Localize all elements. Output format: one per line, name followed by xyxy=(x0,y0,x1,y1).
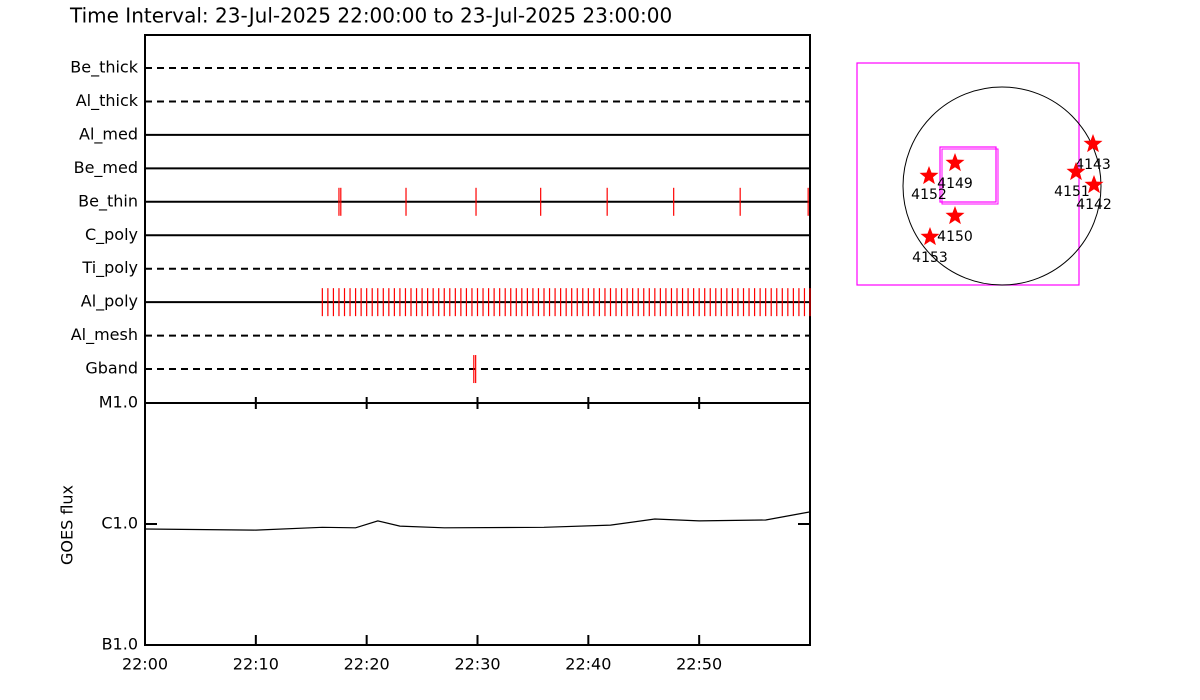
x-tick-label: 22:40 xyxy=(565,655,611,674)
y-tick-label: B1.0 xyxy=(102,635,138,654)
title: Time Interval: 23-Jul-2025 22:00:00 to 2… xyxy=(69,4,672,28)
x-tick-label: 22:10 xyxy=(233,655,279,674)
x-tick-label: 22:00 xyxy=(122,655,168,674)
filter-label: Al_med xyxy=(79,124,138,144)
y-axis-label: GOES flux xyxy=(58,485,77,565)
x-tick-label: 22:20 xyxy=(344,655,390,674)
filter-label: Be_thin xyxy=(78,191,138,211)
region-label: 4142 xyxy=(1076,197,1112,213)
solar-limb xyxy=(902,86,1102,286)
region-label: 4153 xyxy=(912,250,948,266)
goes-flux-line xyxy=(144,511,811,531)
filter-label: Be_med xyxy=(74,158,138,178)
region-star xyxy=(1083,134,1103,153)
pointing-box xyxy=(939,146,997,203)
y-tick-label: C1.0 xyxy=(101,514,138,533)
region-star xyxy=(945,206,965,225)
region-star xyxy=(920,227,940,246)
y-tick-label: M1.0 xyxy=(99,393,138,412)
x-tick-label: 22:50 xyxy=(676,655,722,674)
filter-label: Gband xyxy=(85,359,138,378)
region-label: 4151 xyxy=(1054,184,1090,200)
filter-label: Al_mesh xyxy=(71,325,138,345)
filter-label: C_poly xyxy=(85,225,138,245)
region-star xyxy=(1084,175,1104,194)
region-star xyxy=(919,166,939,185)
filter-label: Al_poly xyxy=(81,292,138,312)
x-tick-label: 22:30 xyxy=(454,655,500,674)
region-star xyxy=(945,153,965,172)
filter-label: Al_thick xyxy=(76,91,139,111)
filter-label: Be_thick xyxy=(70,58,138,78)
region-label: 4152 xyxy=(911,187,947,203)
pointing-box xyxy=(941,148,999,205)
region-star xyxy=(1066,162,1086,181)
region-label: 4149 xyxy=(937,176,973,192)
filter-label: Ti_poly xyxy=(81,258,138,278)
region-label: 4150 xyxy=(937,229,973,245)
